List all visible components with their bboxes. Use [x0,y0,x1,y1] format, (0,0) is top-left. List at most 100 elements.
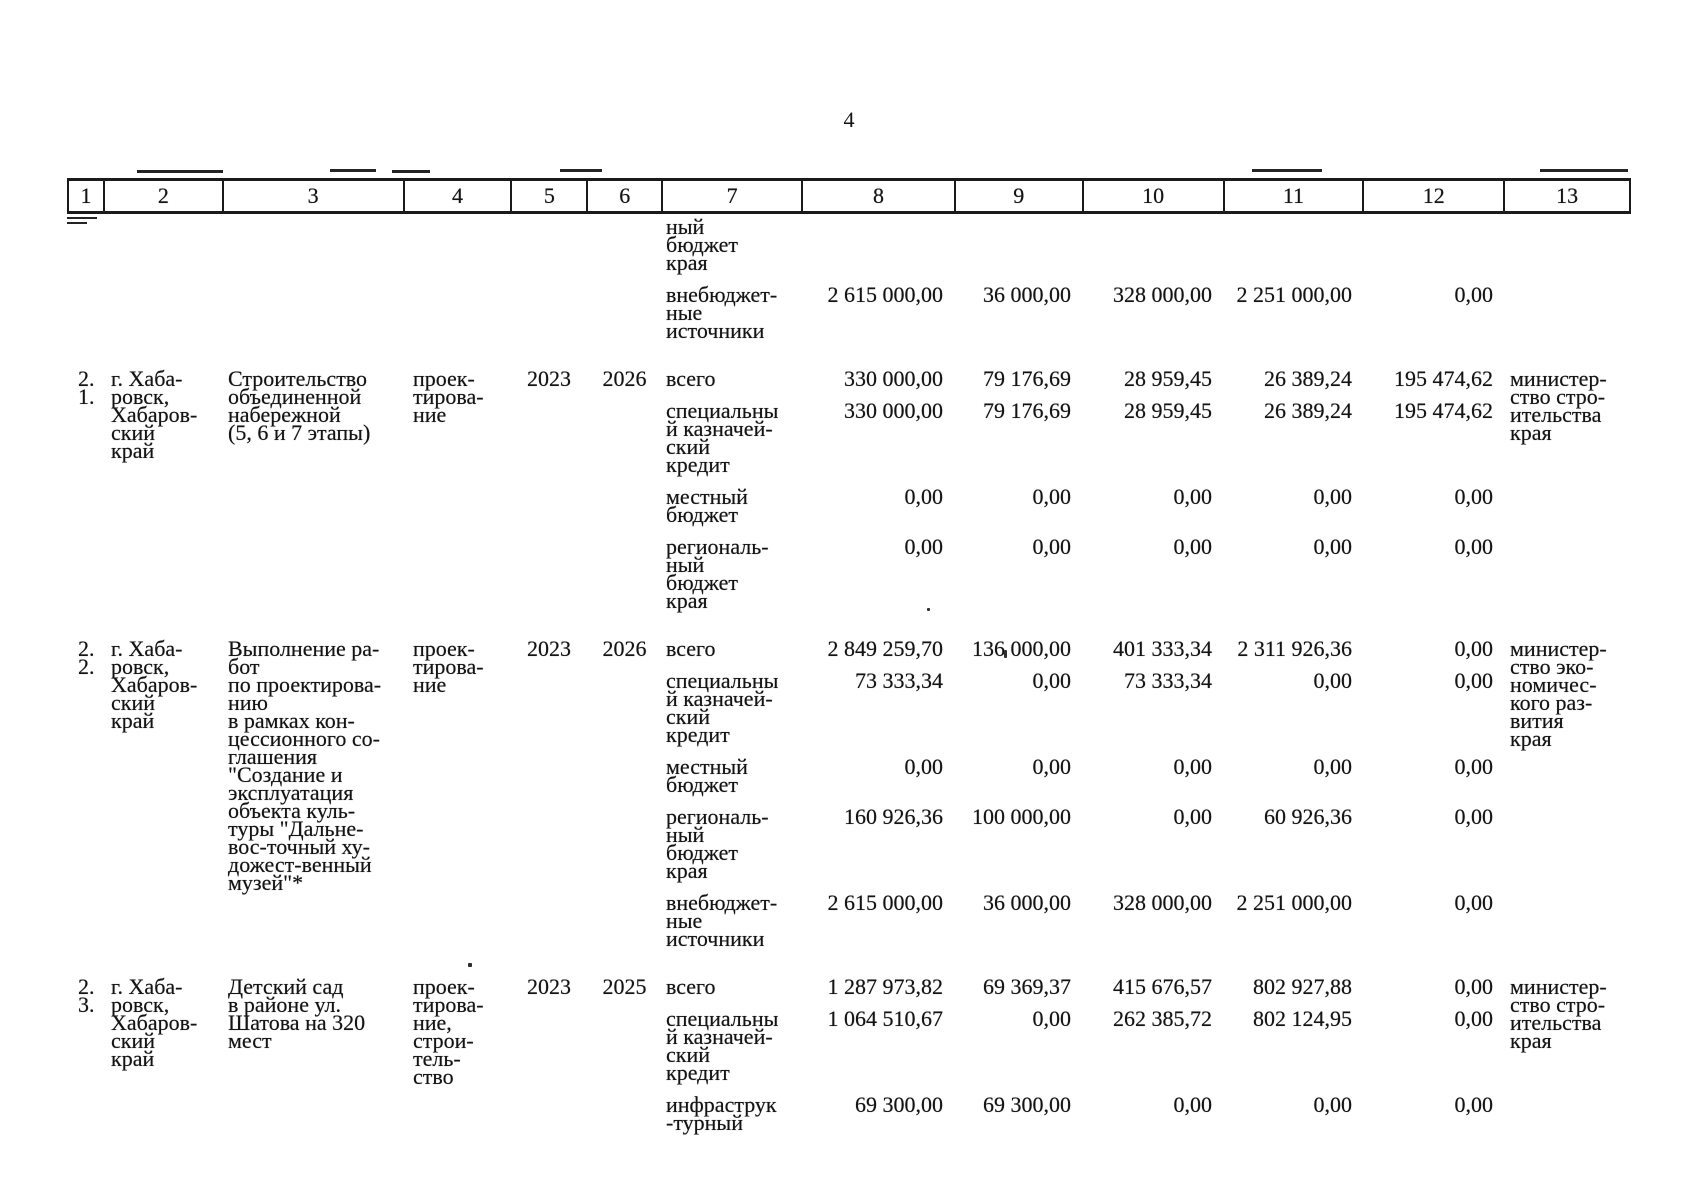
column-number-13: 13 [1556,183,1579,208]
table-body: ный бюджет края внебюджет- ные источники 2… [67,214,1631,1135]
cell-amount-col10: 28 959,45 [1124,366,1212,391]
cell-funding-source: региональ- ный бюджет края [666,804,769,883]
cell-year-end: 2026 [602,366,647,391]
funding-row: внебюджет- ные источники 2 615 000,00 36 0… [662,282,1505,342]
scan-artifact [67,222,87,224]
funding-row: местный бюджет 0,00 0,00 0,00 0,00 0,00 [662,754,1505,797]
cell-amount-col8: 69 300,00 [855,1092,943,1117]
cell-stage: проек- тирова- ние, строи- тель- ство [413,974,484,1089]
funding-row: всего 2 849 259,70 136 000,00 401 333,34 2 3… [662,636,1505,661]
column-number-6: 6 [588,181,664,211]
cell-amount-col11: 60 926,36 [1264,804,1352,829]
cell-stage: проек- тирова- ние [413,366,484,427]
scan-artifact [560,169,602,172]
cell-amount-col10: 401 333,34 [1113,636,1212,661]
cell-amount-col9: 0,00 [1032,754,1072,779]
column-number-2: 2 [105,181,224,211]
cell-year-start: 2023 [527,366,571,391]
scan-speck [1004,650,1007,658]
funding-row: всего 330 000,00 79 176,69 28 959,45 26 389,… [662,366,1505,391]
cell-location: г. Хаба- ровск, Хабаров- ский край [111,974,198,1071]
cell-amount-col10: 0,00 [1173,484,1213,509]
cell-amount-col11: 26 389,24 [1264,398,1352,423]
cell-amount-col8: 0,00 [904,484,944,509]
cell-project-name: Детский сад в районе ул. Шатова на 320 м… [228,974,366,1053]
cell-amount-col11: 0,00 [1313,484,1353,509]
cell-year-start: 2023 [527,636,571,661]
cell-amount-col9: 0,00 [1032,484,1072,509]
funding-block: всего 330 000,00 79 176,69 28 959,45 26 389,… [662,366,1505,613]
scan-speck [468,963,472,967]
cell-executor: министер- ство эко- номичес- кого раз- в… [1510,636,1607,751]
column-number-10: 10 [1084,181,1225,211]
cell-amount-col9: 79 176,69 [983,366,1071,391]
cell-amount-col9: 79 176,69 [983,398,1071,423]
cell-amount-col12: 0,00 [1454,1092,1494,1117]
cell-amount-col11: 0,00 [1313,534,1353,559]
cell-amount-col11: 26 389,24 [1264,366,1352,391]
column-number-3: 3 [224,181,405,211]
cell-funding-source: всего [666,974,716,999]
cell-amount-col12: 0,00 [1454,890,1494,915]
cell-project-name: Строительство объединенной набережной (5… [228,366,371,445]
cell-amount-col11: 0,00 [1313,668,1353,693]
cell-amount-col11: 802 927,88 [1253,974,1352,999]
cell-amount-col8: 2 615 000,00 [827,890,944,915]
cell-amount-col8: 1 064 510,67 [827,1006,944,1031]
cell-amount-col8: 160 926,36 [844,804,943,829]
funding-row: специальны й казначей- ский кредит 330 00… [662,398,1505,477]
scan-artifact [392,170,430,173]
cell-funding-source: специальны й казначей- ский кредит [666,398,779,477]
column-number-7: 7 [663,181,804,211]
table-row: 2. 3. г. Хаба- ровск, Хабаров- ский край Д… [67,974,1631,1135]
cell-amount-col11: 2 311 926,36 [1237,636,1352,661]
cell-amount-col10: 328 000,00 [1113,282,1212,307]
column-number-1: 1 [69,181,105,211]
cell-stage: проек- тирова- ние [413,636,484,697]
cell-amount-col9: 0,00 [1032,1006,1072,1031]
scan-artifact [330,169,376,172]
column-number-8: 8 [803,181,956,211]
cell-amount-col10: 0,00 [1173,754,1213,779]
column-number-12: 12 [1364,181,1506,211]
cell-location: г. Хаба- ровск, Хабаров- ский край [111,636,198,733]
cell-funding-source: инфраструк -турный [666,1092,777,1135]
cell-amount-col11: 2 251 000,00 [1236,890,1353,915]
cell-amount-col10: 328 000,00 [1113,890,1212,915]
cell-amount-col10: 0,00 [1173,804,1213,829]
cell-amount-col8: 330 000,00 [844,366,943,391]
funding-block: всего 1 287 973,82 69 369,37 415 676,57 802 … [662,974,1505,1135]
cell-amount-col12: 0,00 [1454,754,1494,779]
cell-funding-source: региональ- ный бюджет края [666,534,769,613]
cell-amount-col9: 136 000,00 [972,636,1071,661]
cell-funding-source: специальны й казначей- ский кредит [666,668,779,747]
cell-amount-col8: 2 615 000,00 [827,282,944,307]
column-number-4: 4 [405,181,513,211]
cell-amount-col9: 0,00 [1032,534,1072,559]
cell-funding-source: местный бюджет [666,754,748,797]
cell-amount-col8: 1 287 973,82 [827,974,944,999]
funding-block: ный бюджет края внебюджет- ные источники 2… [662,216,1505,342]
cell-amount-col10: 28 959,45 [1124,398,1212,423]
cell-amount-col12: 0,00 [1454,974,1494,999]
cell-amount-col9: 36 000,00 [983,890,1071,915]
cell-amount-col12: 0,00 [1454,636,1494,661]
cell-amount-col9: 69 369,37 [983,974,1071,999]
cell-executor: министер- ство стро- ительства края [1510,974,1607,1053]
budget-table: 1 2 3 4 5 6 7 8 9 10 11 12 13 ный бюджет края внебюдж… [67,178,1631,1162]
cell-amount-col10: 0,00 [1173,534,1213,559]
cell-funding-source: специальны й казначей- ский кредит [666,1006,779,1085]
cell-funding-source: внебюджет- ные источники [666,890,778,951]
table-row: ный бюджет края внебюджет- ные источники 2… [67,216,1631,342]
cell-year-end: 2026 [602,636,647,661]
cell-amount-col8: 0,00 [904,534,944,559]
cell-funding-source: всего [666,636,716,661]
funding-row: всего 1 287 973,82 69 369,37 415 676,57 802 … [662,974,1505,999]
column-number-9: 9 [956,181,1084,211]
cell-amount-col9: 0,00 [1032,668,1072,693]
scan-speck [927,608,930,611]
cell-amount-col10: 262 385,72 [1113,1006,1212,1031]
cell-amount-col12: 0,00 [1454,534,1494,559]
cell-amount-col12: 195 474,62 [1394,366,1493,391]
